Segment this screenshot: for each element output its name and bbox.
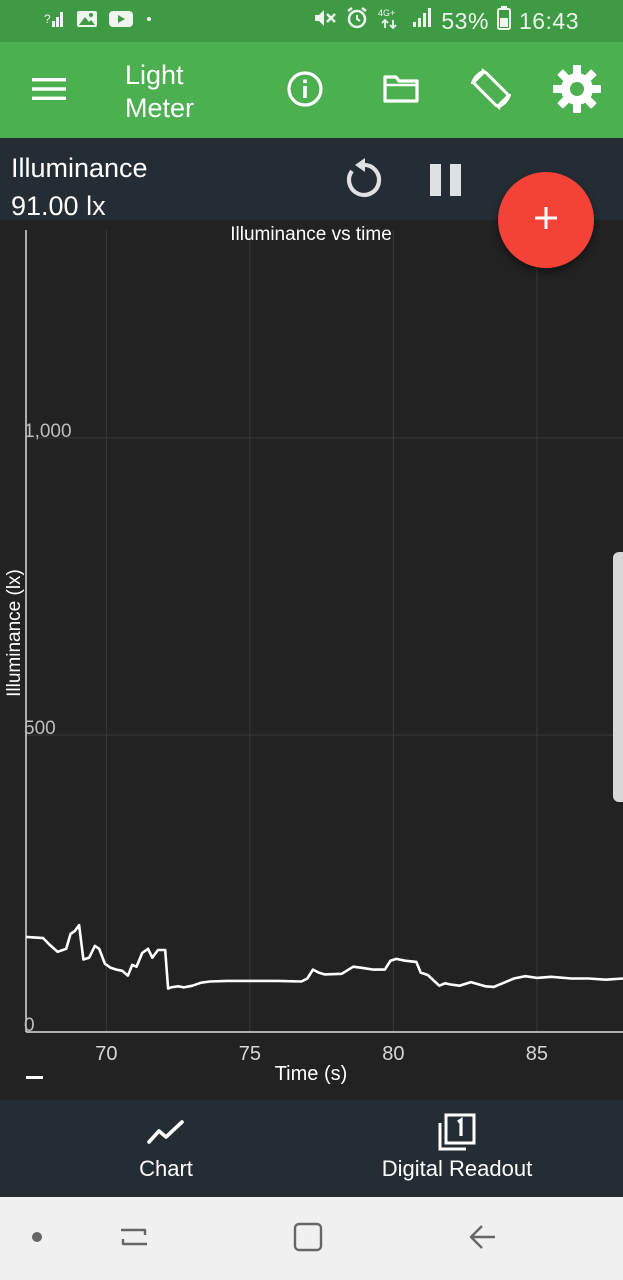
app-title: Light Meter — [125, 60, 195, 123]
app-bar: Light Meter — [0, 42, 623, 138]
signal-icon — [411, 7, 433, 35]
chart-area[interactable]: 70 75 80 85 0 500 1,000 Illuminance vs time Ti… — [0, 220, 623, 1100]
reset-button[interactable] — [337, 156, 389, 208]
bottom-navigation: Chart Digital Readout — [0, 1100, 623, 1197]
nav-item-label: Digital Readout — [381, 1156, 533, 1181]
x-tick-label: 75 — [239, 1043, 261, 1065]
reset-icon — [341, 157, 385, 207]
chart-title: Illuminance vs time — [230, 224, 392, 245]
x-tick-label: 70 — [95, 1043, 117, 1065]
rotate-screen-icon — [468, 66, 514, 117]
svg-text:?: ? — [44, 12, 51, 26]
legend-line-marker — [26, 1076, 43, 1079]
dot-icon — [30, 1230, 44, 1249]
info-icon — [286, 70, 324, 113]
battery-icon — [496, 6, 511, 36]
illuminance-series-line — [25, 923, 623, 990]
nav-item-label: Chart — [139, 1156, 193, 1181]
back-button[interactable] — [461, 1217, 505, 1261]
mute-icon — [313, 7, 337, 35]
chart-line-icon — [146, 1116, 186, 1150]
home-button[interactable] — [286, 1217, 330, 1261]
info-button[interactable] — [280, 66, 330, 116]
y-tick-label: 500 — [24, 718, 56, 739]
image-icon — [76, 9, 98, 34]
clock: 16:43 — [518, 7, 579, 34]
add-button[interactable] — [498, 172, 594, 268]
settings-button[interactable] — [552, 64, 602, 119]
settings-icon — [552, 64, 602, 119]
network-type-label: 4G+ — [378, 8, 395, 18]
digital-readout-icon — [437, 1113, 477, 1151]
scrollbar-thumb[interactable] — [613, 552, 623, 802]
recent-apps-icon — [118, 1221, 150, 1258]
y-tick-label: 1,000 — [24, 421, 72, 442]
nav-item-chart[interactable]: Chart — [96, 1100, 236, 1197]
dot-icon — [144, 9, 154, 34]
pause-icon — [428, 162, 464, 203]
x-axis-label: Time (s) — [275, 1063, 348, 1085]
add-icon — [533, 205, 559, 236]
y-axis-label: Illuminance (lx) — [4, 569, 25, 697]
status-left-icons: ? — [44, 8, 154, 34]
recent-apps-button[interactable] — [112, 1217, 156, 1261]
youtube-icon — [108, 9, 134, 34]
battery-percent: 53% — [441, 7, 489, 34]
readout-label: Illuminance — [11, 153, 148, 183]
nav-item-digital-readout[interactable]: Digital Readout — [367, 1100, 547, 1197]
pause-button[interactable] — [420, 156, 472, 208]
system-navigation-bar — [0, 1197, 623, 1280]
y-tick-label: 0 — [24, 1015, 35, 1036]
readout-value: 91.00 lx — [11, 191, 106, 221]
nav-dot-button[interactable] — [15, 1217, 59, 1261]
back-icon — [467, 1221, 499, 1258]
rotate-screen-button[interactable] — [466, 66, 516, 116]
folder-icon — [382, 73, 420, 110]
signal-question-icon: ? — [44, 9, 66, 34]
network-icon: 4G+ — [377, 6, 403, 36]
home-icon — [292, 1221, 324, 1258]
x-tick-label: 85 — [526, 1043, 548, 1065]
menu-icon — [31, 75, 67, 108]
illuminance-chart[interactable]: 70 75 80 85 0 500 1,000 Illuminance vs time Ti… — [0, 220, 623, 1100]
alarm-icon — [345, 6, 369, 36]
menu-button[interactable] — [24, 66, 74, 116]
status-right-icons: 4G+ 53% 16:43 — [313, 6, 579, 36]
status-bar: ? 4G+ 53% 16:43 — [0, 0, 623, 42]
x-tick-label: 80 — [382, 1043, 404, 1065]
folder-button[interactable] — [376, 66, 426, 116]
